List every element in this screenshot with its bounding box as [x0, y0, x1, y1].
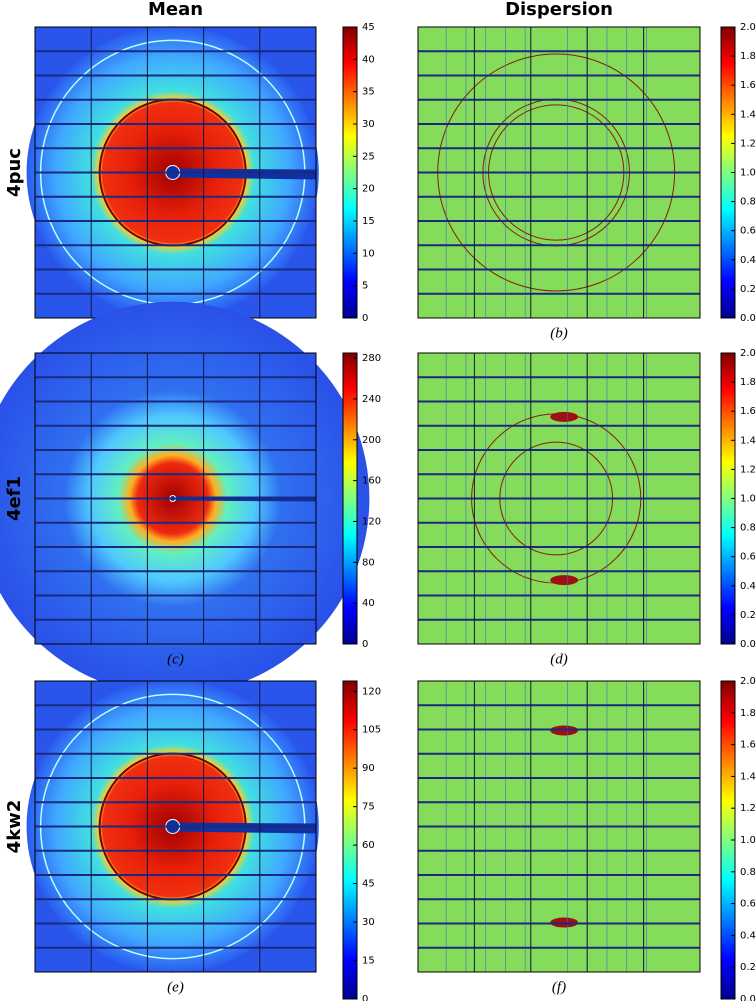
- caption: (f): [552, 979, 566, 995]
- colorbar-tick-label: 0: [362, 313, 368, 324]
- colorbar-tick-label: 15: [362, 216, 375, 227]
- colorbar-tick-label: 105: [362, 725, 381, 736]
- colorbar: [342, 352, 358, 645]
- caption: (d): [550, 651, 568, 667]
- colorbar-tick-label: 0.0: [740, 994, 756, 1001]
- colorbar-tick-label: 35: [362, 87, 375, 98]
- colorbar-tick-label: 0.2: [740, 962, 756, 973]
- colorbar-tick-label: 1.6: [740, 740, 756, 751]
- colorbar: [342, 680, 358, 1000]
- colorbar-tick-label: 60: [362, 840, 375, 851]
- colorbar-tick-label: 2.0: [740, 22, 756, 33]
- row-label: 4kw2: [4, 800, 25, 854]
- colorbar-tick-label: 45: [362, 22, 375, 33]
- colorbar-tick-label: 1.0: [740, 168, 756, 179]
- colorbar-tick-label: 2.0: [740, 348, 756, 359]
- colorbar-tick-label: 1.4: [740, 435, 756, 446]
- colorbar-tick-label: 1.4: [740, 109, 756, 120]
- colorbar-tick-label: 0.6: [740, 226, 756, 237]
- colorbar-tick-label: 0.0: [740, 639, 756, 650]
- row-label: 4puc: [4, 148, 25, 197]
- image-frame: [417, 26, 701, 319]
- colorbar-tick-label: 0: [362, 639, 368, 650]
- panel: 0.0 0.2 0.4 0.6 0.8 1.0 1.2 1.4 1.6 1.8 2.0 (f): [417, 676, 756, 1001]
- image-frame: [417, 352, 701, 645]
- panel: 0.0 0.2 0.4 0.6 0.8 1.0 1.2 1.4 1.6 1.8 2.0 Dispers…: [417, 0, 756, 341]
- colorbar-tick-label: 160: [362, 476, 381, 487]
- colorbar-tick-label: 0.4: [740, 930, 756, 941]
- caption: (c): [167, 651, 184, 667]
- colorbar-tick-label: 1.4: [740, 771, 756, 782]
- colorbar-tick-label: 1.8: [740, 377, 756, 388]
- colorbar-tick-label: 40: [362, 598, 375, 609]
- colorbar-tick-label: 0: [362, 994, 368, 1001]
- colorbar-tick-label: 75: [362, 802, 375, 813]
- colorbar-tick-label: 120: [362, 686, 381, 697]
- colorbar-tick-label: 15: [362, 956, 375, 967]
- colorbar-tick-label: 280: [362, 353, 381, 364]
- image-frame: [417, 680, 701, 973]
- colorbar-tick-label: 0.2: [740, 284, 756, 295]
- image-frame: [34, 352, 317, 645]
- colorbar-tick-label: 0.8: [740, 867, 756, 878]
- colorbar-tick-label: 0.2: [740, 610, 756, 621]
- colorbar-tick-label: 40: [362, 54, 375, 65]
- spot: [550, 575, 579, 586]
- colorbar-tick-label: 240: [362, 394, 381, 405]
- colorbar-tick-label: 0.8: [740, 197, 756, 208]
- colorbar-tick-label: 1.6: [740, 406, 756, 417]
- colorbar-tick-label: 0.6: [740, 899, 756, 910]
- panel: 0 40 80 120 160 200 240 280 4ef1 (c): [0, 301, 381, 696]
- panel: 0.0 0.2 0.4 0.6 0.8 1.0 1.2 1.4 1.6 1.8 2.0 (d): [417, 348, 756, 667]
- colorbar-tick-label: 10: [362, 248, 375, 259]
- beamstop: [172, 822, 316, 834]
- spot: [550, 411, 579, 422]
- colorbar: [342, 26, 358, 319]
- colorbar-tick-label: 45: [362, 879, 375, 890]
- row-label: 4ef1: [4, 476, 25, 521]
- colorbar-tick-label: 0.4: [740, 255, 756, 266]
- colorbar-tick-label: 30: [362, 917, 375, 928]
- caption: (b): [550, 325, 568, 341]
- colorbar-tick-label: 0.8: [740, 523, 756, 534]
- colorbar-tick-label: 0.4: [740, 581, 756, 592]
- colorbar-tick-label: 30: [362, 119, 375, 130]
- colorbar-tick-label: 5: [362, 281, 368, 292]
- colorbar-tick-label: 1.6: [740, 80, 756, 91]
- colorbar-tick-label: 1.2: [740, 138, 756, 149]
- colorbar-tick-label: 120: [362, 516, 381, 527]
- colorbar-tick-label: 2.0: [740, 676, 756, 687]
- colorbar-tick-label: 0.6: [740, 552, 756, 563]
- colorbar-tick-label: 25: [362, 151, 375, 162]
- colorbar-tick-label: 80: [362, 557, 375, 568]
- colorbar-tick-label: 1.8: [740, 51, 756, 62]
- colorbar-tick-label: 0.0: [740, 313, 756, 324]
- image-frame: [34, 680, 317, 973]
- caption: (e): [167, 979, 184, 995]
- colorbar-tick-label: 200: [362, 435, 381, 446]
- colorbar-tick-label: 1.8: [740, 708, 756, 719]
- colorbar-tick-label: 1.0: [740, 835, 756, 846]
- colorbar-tick-label: 1.2: [740, 803, 756, 814]
- column-title: Mean: [148, 0, 203, 20]
- panel: 0 15 30 45 60 75 90 105 120 4kw2 (e): [4, 680, 381, 1001]
- column-title: Dispersion: [505, 0, 613, 20]
- colorbar-tick-label: 20: [362, 184, 375, 195]
- colorbar-tick-label: 90: [362, 763, 375, 774]
- colorbar-tick-label: 1.2: [740, 464, 756, 475]
- beamstop: [172, 168, 316, 180]
- colorbar-tick-label: 1.0: [740, 494, 756, 505]
